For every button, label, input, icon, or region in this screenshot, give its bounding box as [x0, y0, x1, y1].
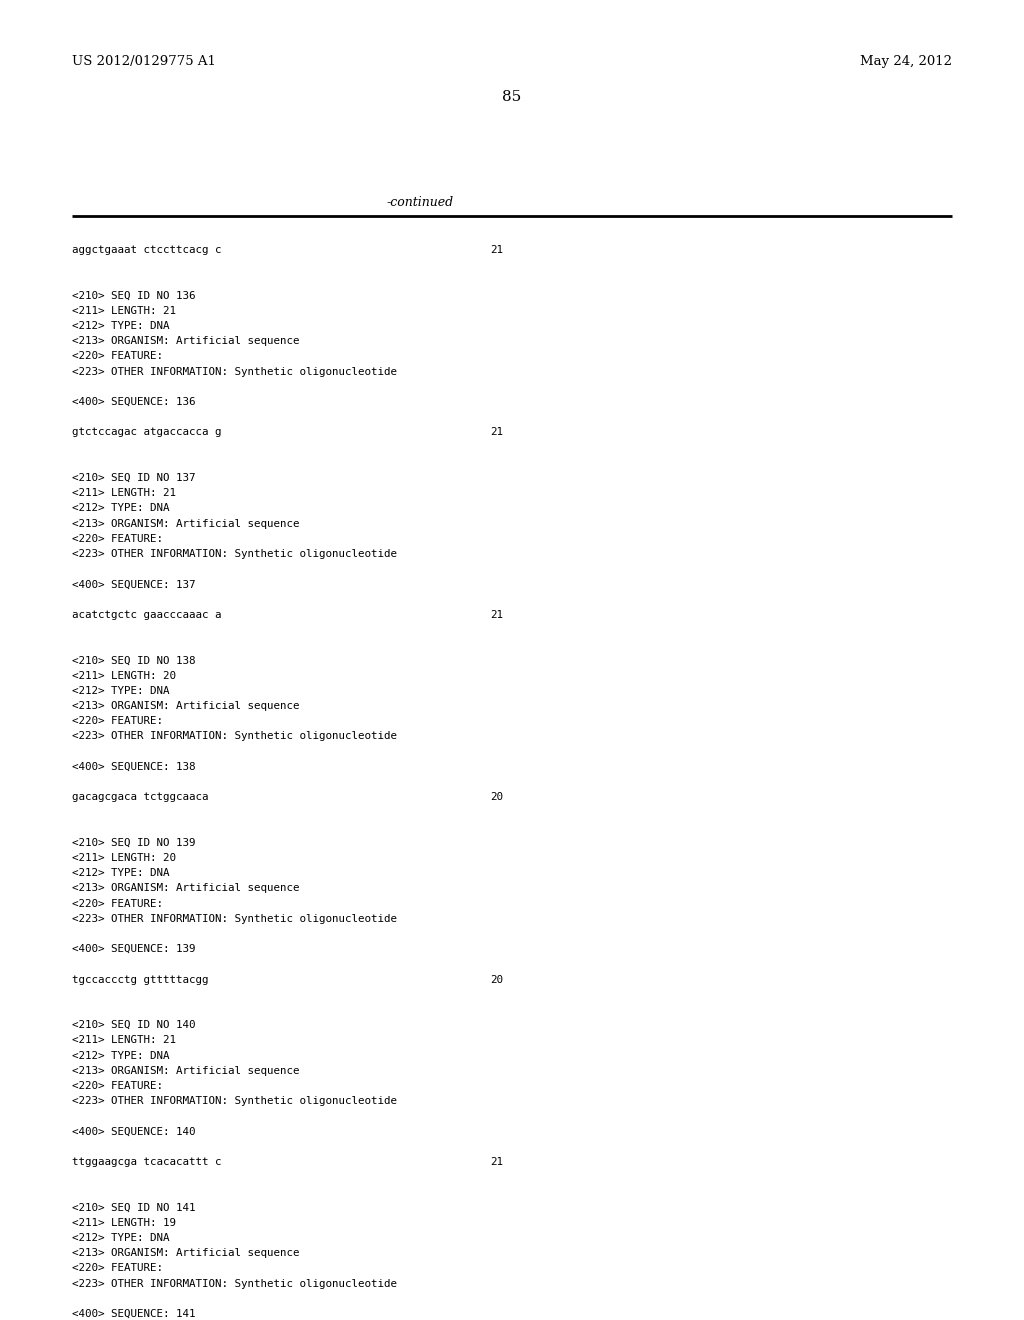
Text: <213> ORGANISM: Artificial sequence: <213> ORGANISM: Artificial sequence — [72, 519, 299, 528]
Text: <211> LENGTH: 21: <211> LENGTH: 21 — [72, 306, 176, 315]
Text: acatctgctc gaacccaaac a: acatctgctc gaacccaaac a — [72, 610, 221, 620]
Text: 20: 20 — [490, 792, 503, 803]
Text: <210> SEQ ID NO 136: <210> SEQ ID NO 136 — [72, 290, 196, 301]
Text: aggctgaaat ctccttcacg c: aggctgaaat ctccttcacg c — [72, 246, 221, 255]
Text: <212> TYPE: DNA: <212> TYPE: DNA — [72, 503, 170, 513]
Text: <211> LENGTH: 21: <211> LENGTH: 21 — [72, 1035, 176, 1045]
Text: <212> TYPE: DNA: <212> TYPE: DNA — [72, 321, 170, 331]
Text: <220> FEATURE:: <220> FEATURE: — [72, 351, 163, 362]
Text: <400> SEQUENCE: 141: <400> SEQUENCE: 141 — [72, 1309, 196, 1319]
Text: <223> OTHER INFORMATION: Synthetic oligonucleotide: <223> OTHER INFORMATION: Synthetic oligo… — [72, 913, 397, 924]
Text: <400> SEQUENCE: 137: <400> SEQUENCE: 137 — [72, 579, 196, 590]
Text: <223> OTHER INFORMATION: Synthetic oligonucleotide: <223> OTHER INFORMATION: Synthetic oligo… — [72, 731, 397, 742]
Text: <223> OTHER INFORMATION: Synthetic oligonucleotide: <223> OTHER INFORMATION: Synthetic oligo… — [72, 367, 397, 376]
Text: gtctccagac atgaccacca g: gtctccagac atgaccacca g — [72, 428, 221, 437]
Text: <212> TYPE: DNA: <212> TYPE: DNA — [72, 1233, 170, 1243]
Text: <210> SEQ ID NO 138: <210> SEQ ID NO 138 — [72, 656, 196, 665]
Text: <220> FEATURE:: <220> FEATURE: — [72, 1263, 163, 1274]
Text: 21: 21 — [490, 610, 503, 620]
Text: <220> FEATURE:: <220> FEATURE: — [72, 1081, 163, 1092]
Text: <210> SEQ ID NO 139: <210> SEQ ID NO 139 — [72, 838, 196, 847]
Text: <220> FEATURE:: <220> FEATURE: — [72, 899, 163, 908]
Text: May 24, 2012: May 24, 2012 — [860, 55, 952, 69]
Text: <211> LENGTH: 19: <211> LENGTH: 19 — [72, 1218, 176, 1228]
Text: ttggaagcga tcacacattt c: ttggaagcga tcacacattt c — [72, 1158, 221, 1167]
Text: <213> ORGANISM: Artificial sequence: <213> ORGANISM: Artificial sequence — [72, 701, 299, 711]
Text: <400> SEQUENCE: 136: <400> SEQUENCE: 136 — [72, 397, 196, 407]
Text: <210> SEQ ID NO 140: <210> SEQ ID NO 140 — [72, 1020, 196, 1030]
Text: <223> OTHER INFORMATION: Synthetic oligonucleotide: <223> OTHER INFORMATION: Synthetic oligo… — [72, 1096, 397, 1106]
Text: <210> SEQ ID NO 137: <210> SEQ ID NO 137 — [72, 473, 196, 483]
Text: <400> SEQUENCE: 140: <400> SEQUENCE: 140 — [72, 1126, 196, 1137]
Text: tgccaccctg gtttttacgg: tgccaccctg gtttttacgg — [72, 974, 209, 985]
Text: <211> LENGTH: 21: <211> LENGTH: 21 — [72, 488, 176, 498]
Text: <213> ORGANISM: Artificial sequence: <213> ORGANISM: Artificial sequence — [72, 1249, 299, 1258]
Text: 85: 85 — [503, 90, 521, 104]
Text: <223> OTHER INFORMATION: Synthetic oligonucleotide: <223> OTHER INFORMATION: Synthetic oligo… — [72, 549, 397, 558]
Text: -continued: -continued — [386, 195, 454, 209]
Text: <212> TYPE: DNA: <212> TYPE: DNA — [72, 869, 170, 878]
Text: <211> LENGTH: 20: <211> LENGTH: 20 — [72, 853, 176, 863]
Text: <211> LENGTH: 20: <211> LENGTH: 20 — [72, 671, 176, 681]
Text: gacagcgaca tctggcaaca: gacagcgaca tctggcaaca — [72, 792, 209, 803]
Text: <220> FEATURE:: <220> FEATURE: — [72, 533, 163, 544]
Text: <400> SEQUENCE: 138: <400> SEQUENCE: 138 — [72, 762, 196, 772]
Text: <223> OTHER INFORMATION: Synthetic oligonucleotide: <223> OTHER INFORMATION: Synthetic oligo… — [72, 1279, 397, 1288]
Text: <400> SEQUENCE: 139: <400> SEQUENCE: 139 — [72, 944, 196, 954]
Text: <210> SEQ ID NO 141: <210> SEQ ID NO 141 — [72, 1203, 196, 1213]
Text: <213> ORGANISM: Artificial sequence: <213> ORGANISM: Artificial sequence — [72, 1065, 299, 1076]
Text: <213> ORGANISM: Artificial sequence: <213> ORGANISM: Artificial sequence — [72, 337, 299, 346]
Text: 21: 21 — [490, 246, 503, 255]
Text: <212> TYPE: DNA: <212> TYPE: DNA — [72, 1051, 170, 1060]
Text: US 2012/0129775 A1: US 2012/0129775 A1 — [72, 55, 216, 69]
Text: 20: 20 — [490, 974, 503, 985]
Text: <212> TYPE: DNA: <212> TYPE: DNA — [72, 686, 170, 696]
Text: <220> FEATURE:: <220> FEATURE: — [72, 717, 163, 726]
Text: 21: 21 — [490, 1158, 503, 1167]
Text: <213> ORGANISM: Artificial sequence: <213> ORGANISM: Artificial sequence — [72, 883, 299, 894]
Text: 21: 21 — [490, 428, 503, 437]
